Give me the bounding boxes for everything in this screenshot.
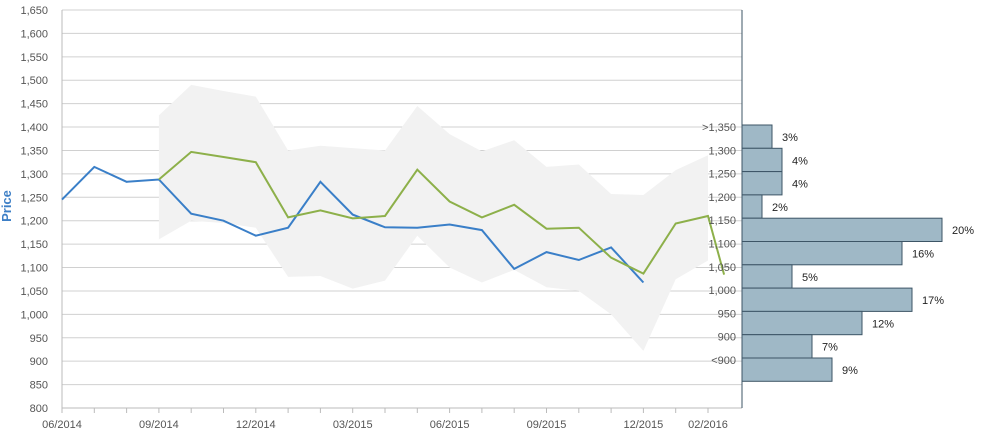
y-tick-label: 950	[30, 333, 48, 345]
distribution-bin-label: 1,300	[708, 145, 736, 157]
distribution-bars: >1,350 3% 1,300 4% 1,250 4% 1,200 2% 1,150 20% 1,1…	[702, 122, 974, 382]
y-axis-ticks: 800 850 900 950 1,000 1,050 1,100 1,150 1,200 1,2…	[20, 5, 48, 415]
distribution-percent-label: 12%	[872, 318, 894, 330]
y-tick-label: 1,650	[20, 5, 48, 17]
y-tick-label: 1,150	[20, 239, 48, 251]
y-tick-label: 1,100	[20, 263, 48, 275]
distribution-bar	[741, 334, 813, 359]
distribution-bar	[741, 124, 773, 149]
distribution-bar	[741, 171, 783, 196]
distribution-bin-label: 1,050	[708, 262, 736, 274]
y-tick-label: 1,000	[20, 309, 48, 321]
distribution-bin-label: 1,150	[708, 215, 736, 227]
x-axis-ticks: 06/2014 09/2014 12/2014 03/2015 06/2015 09/20…	[42, 408, 728, 431]
distribution-percent-label: 17%	[922, 295, 944, 307]
x-tick-label: 06/2014	[42, 419, 82, 431]
y-tick-label: 1,250	[20, 192, 48, 204]
x-tick-label: 12/2015	[624, 419, 664, 431]
distribution-bin-label: 950	[718, 308, 736, 320]
distribution-bar	[741, 217, 943, 242]
distribution-bar	[741, 147, 783, 173]
distribution-bin-label: 1,250	[708, 169, 736, 181]
distribution-bin-label: 1,000	[708, 285, 736, 297]
distribution-bin-label: 1,200	[708, 192, 736, 204]
distribution-percent-label: 5%	[802, 272, 818, 284]
y-tick-label: 1,550	[20, 52, 48, 64]
distribution-percent-label: 20%	[952, 225, 974, 237]
distribution-percent-label: 9%	[842, 365, 858, 377]
y-tick-label: 1,600	[20, 28, 48, 40]
distribution-percent-label: 7%	[822, 342, 838, 354]
y-tick-label: 900	[30, 356, 48, 368]
distribution-percent-label: 4%	[792, 179, 808, 191]
x-tick-label: 03/2015	[333, 419, 373, 431]
y-tick-label: 1,200	[20, 216, 48, 228]
y-tick-label: 1,500	[20, 75, 48, 87]
x-tick-label: 06/2015	[430, 419, 470, 431]
distribution-bar	[741, 310, 863, 336]
distribution-bin-label: >1,350	[702, 122, 736, 134]
y-tick-label: 850	[30, 380, 48, 392]
x-tick-label: 12/2014	[236, 419, 276, 431]
distribution-bar	[741, 194, 763, 219]
distribution-percent-label: 4%	[792, 155, 808, 167]
x-tick-label: 09/2014	[139, 419, 179, 431]
distribution-bar	[741, 241, 903, 266]
distribution-bar	[741, 287, 913, 312]
distribution-bin-label: <900	[711, 355, 736, 367]
forecast-price-line	[158, 150, 726, 275]
y-axis-label: Price	[0, 190, 14, 222]
distribution-bin-label: 900	[718, 332, 736, 344]
y-tick-label: 1,050	[20, 286, 48, 298]
y-tick-label: 800	[30, 403, 48, 415]
y-tick-label: 1,400	[20, 122, 48, 134]
distribution-bin-label: 1,100	[708, 239, 736, 251]
distribution-bar	[741, 357, 833, 382]
y-tick-label: 1,300	[20, 169, 48, 181]
distribution-percent-label: 16%	[912, 249, 934, 261]
forecast-range-band	[158, 84, 708, 351]
distribution-percent-label: 2%	[772, 202, 788, 214]
distribution-percent-label: 3%	[782, 132, 798, 144]
distribution-bar	[741, 264, 793, 289]
y-tick-label: 1,450	[20, 99, 48, 111]
x-tick-label: 02/2016	[688, 419, 728, 431]
x-tick-label: 09/2015	[527, 419, 567, 431]
y-tick-label: 1,350	[20, 145, 48, 157]
